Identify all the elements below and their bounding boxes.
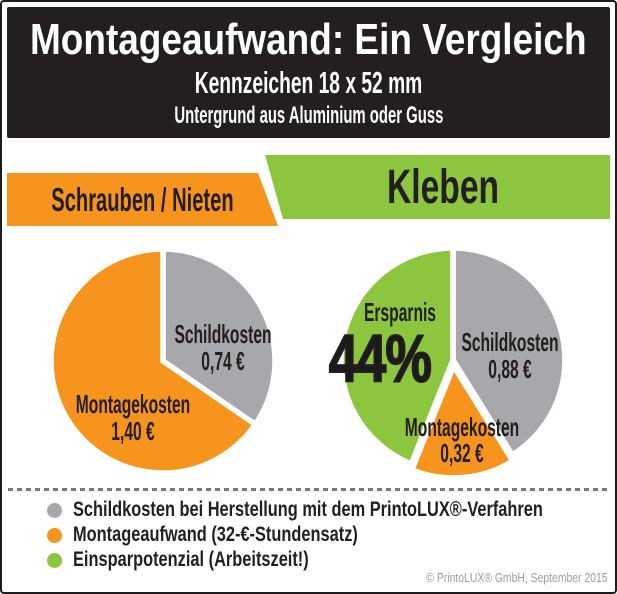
pie2-slice-value: 0,88 € <box>488 354 532 384</box>
pie-chart-schrauben-nieten <box>48 246 278 476</box>
page-subtitle-2: Untergrund aus Aluminium oder Guss <box>174 102 443 129</box>
banner-schrauben-nieten: Schrauben / Nieten <box>7 173 278 226</box>
gray-dot-icon <box>47 502 62 518</box>
pie2-slice-label: Montagekosten <box>404 412 520 442</box>
dashed-separator <box>8 488 609 491</box>
pie-chart-kleben <box>338 245 568 481</box>
banner-kleben: Kleben <box>265 155 610 219</box>
orange-dot-icon <box>47 527 62 543</box>
banner-left-label: Schrauben / Nieten <box>51 180 234 218</box>
legend-label: Einsparpotenzial (Arbeitszeit!) <box>73 548 309 571</box>
pie1-slice-value: 1,40 € <box>111 416 155 446</box>
banner-right-label: Kleben <box>387 160 500 214</box>
copyright-text: © PrintoLUX® GmbH, September 2015 <box>426 570 608 585</box>
pie1-slice-label: Montagekosten <box>75 389 191 419</box>
pie1-slice-label: Schildkosten <box>174 319 272 349</box>
header: Montageaufwand: Ein Vergleich Kennzeiche… <box>7 7 610 138</box>
pie1-slice-value: 0,74 € <box>201 346 245 376</box>
pie2-slice-label: Schildkosten <box>461 327 559 357</box>
page-subtitle: Kennzeichen 18 x 52 mm <box>194 65 423 100</box>
pie2-ersparnis-label: Ersparnis <box>364 297 436 327</box>
legend-label: Schildkosten bei Herstellung mit dem Pri… <box>73 498 543 521</box>
pie2-ersparnis-value: 44% <box>328 321 433 397</box>
legend-label: Montageaufwand (32-€-Stundensatz) <box>73 523 358 546</box>
legend-item-einsparpotenzial: Einsparpotenzial (Arbeitszeit!) <box>47 548 375 572</box>
legend-item-montageaufwand: Montageaufwand (32-€-Stundensatz) <box>47 523 438 547</box>
page-title: Montageaufwand: Ein Vergleich <box>30 15 587 64</box>
pie2-slice-value: 0,32 € <box>440 438 484 468</box>
green-dot-icon <box>47 552 62 568</box>
legend-item-schildkosten: Schildkosten bei Herstellung mit dem Pri… <box>47 498 617 522</box>
